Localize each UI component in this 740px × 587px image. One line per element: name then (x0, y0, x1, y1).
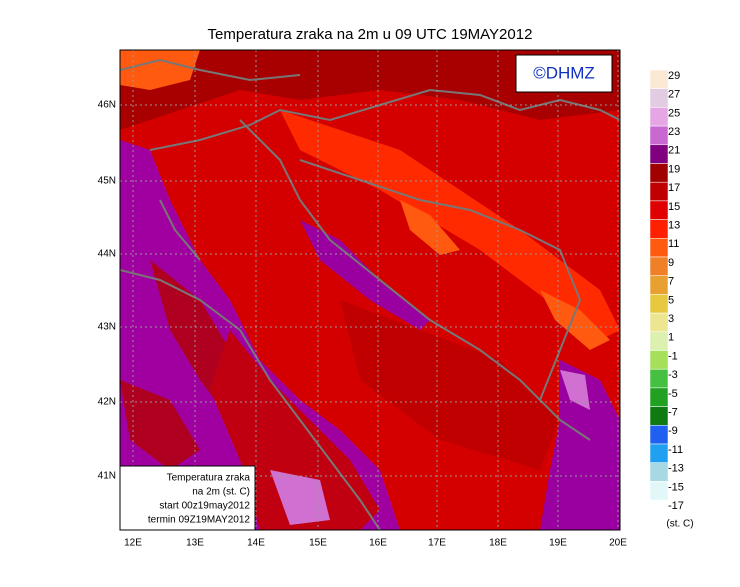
legend-label: 15 (668, 201, 680, 213)
legend-label: -7 (668, 407, 678, 419)
lat-label: 41N (98, 471, 116, 482)
lon-label: 18E (489, 538, 507, 549)
info-line: start 00z19may2012 (159, 501, 250, 512)
lon-label: 16E (369, 538, 387, 549)
legend-swatch (649, 499, 669, 520)
legend-unit: (st. C) (666, 519, 693, 530)
logo: ©DHMZ (533, 63, 595, 82)
coastlines (120, 58, 620, 530)
legend-swatch (649, 425, 669, 445)
legend-label: -13 (668, 463, 684, 475)
legend-swatch (649, 125, 669, 146)
legend-label: 29 (668, 70, 680, 82)
lon-label: 13E (186, 538, 204, 549)
legend-label: -3 (668, 369, 678, 381)
legend-swatch (649, 312, 669, 333)
legend-swatch (649, 368, 669, 389)
graticule (120, 50, 620, 530)
legend-swatch (649, 387, 669, 407)
legend-label: 7 (668, 276, 674, 288)
info-line: termin 09Z19MAY2012 (148, 515, 251, 526)
legend-label: 5 (668, 294, 674, 306)
legend-swatch (649, 200, 669, 220)
legend-swatch (649, 88, 669, 108)
lon-label: 20E (609, 538, 627, 549)
legend-swatch (649, 219, 669, 239)
lon-label: 17E (428, 538, 446, 549)
legend-swatch (649, 275, 669, 295)
legend-swatch (649, 481, 669, 501)
legend-label: 17 (668, 182, 680, 194)
legend-swatch (649, 331, 669, 351)
legend-label: -15 (668, 481, 684, 493)
legend-swatch (649, 462, 669, 482)
legend-label: 23 (668, 126, 680, 138)
lon-label: 12E (124, 538, 142, 549)
info-text: Temperatura zraka na 2m (st. C) start 00z1… (148, 473, 251, 526)
legend-swatch (649, 107, 669, 127)
lat-label: 43N (98, 322, 116, 333)
legend-label: 3 (668, 313, 674, 325)
legend-label: 9 (668, 257, 674, 269)
legend-swatch (649, 406, 669, 426)
legend-swatch (649, 181, 669, 202)
lat-label: 42N (98, 397, 116, 408)
legend-swatch (649, 294, 669, 314)
legend-label: -17 (668, 500, 684, 512)
lat-label: 45N (98, 176, 116, 187)
lat-label: 44N (98, 249, 116, 260)
lat-label: 46N (98, 100, 116, 111)
legend-label: 25 (668, 107, 680, 119)
map-frame (119, 49, 621, 531)
legend-swatch (649, 443, 669, 463)
legend-label: 21 (668, 145, 680, 157)
info-line: na 2m (st. C) (192, 487, 250, 498)
legend-swatch (649, 163, 669, 183)
legend-label: -9 (668, 425, 678, 437)
legend-swatch (649, 256, 669, 276)
legend-swatch (649, 144, 669, 164)
color-legend: 29 27 25 23 21 19 17 15 13 11 9 7 5 3 1 -1 -3 -5 -7 -9 -11 -1… (649, 69, 684, 520)
axis-labels: 12E 13E 14E 15E 16E 17E 18E 19E 20E 46N 45N 44N 43N 4… (98, 100, 628, 549)
map-title: Temperatura zraka na 2m u 09 UTC 19MAY20… (208, 26, 533, 43)
legend-label: 19 (668, 163, 680, 175)
legend-label: 1 (668, 332, 674, 344)
legend-label: -11 (668, 444, 683, 456)
legend-label: 13 (668, 220, 680, 232)
info-line: Temperatura zraka (167, 473, 251, 484)
lon-label: 19E (549, 538, 567, 549)
legend-label: 27 (668, 89, 680, 101)
legend-swatch (649, 238, 669, 258)
logo-box (515, 54, 613, 93)
lon-label: 15E (309, 538, 327, 549)
lon-label: 14E (247, 538, 265, 549)
legend-label: -5 (668, 388, 678, 400)
legend-swatch (649, 69, 669, 89)
legend-label: 11 (668, 238, 679, 250)
info-box (119, 465, 256, 531)
legend-swatch (649, 350, 669, 370)
legend-label: -1 (668, 350, 678, 362)
